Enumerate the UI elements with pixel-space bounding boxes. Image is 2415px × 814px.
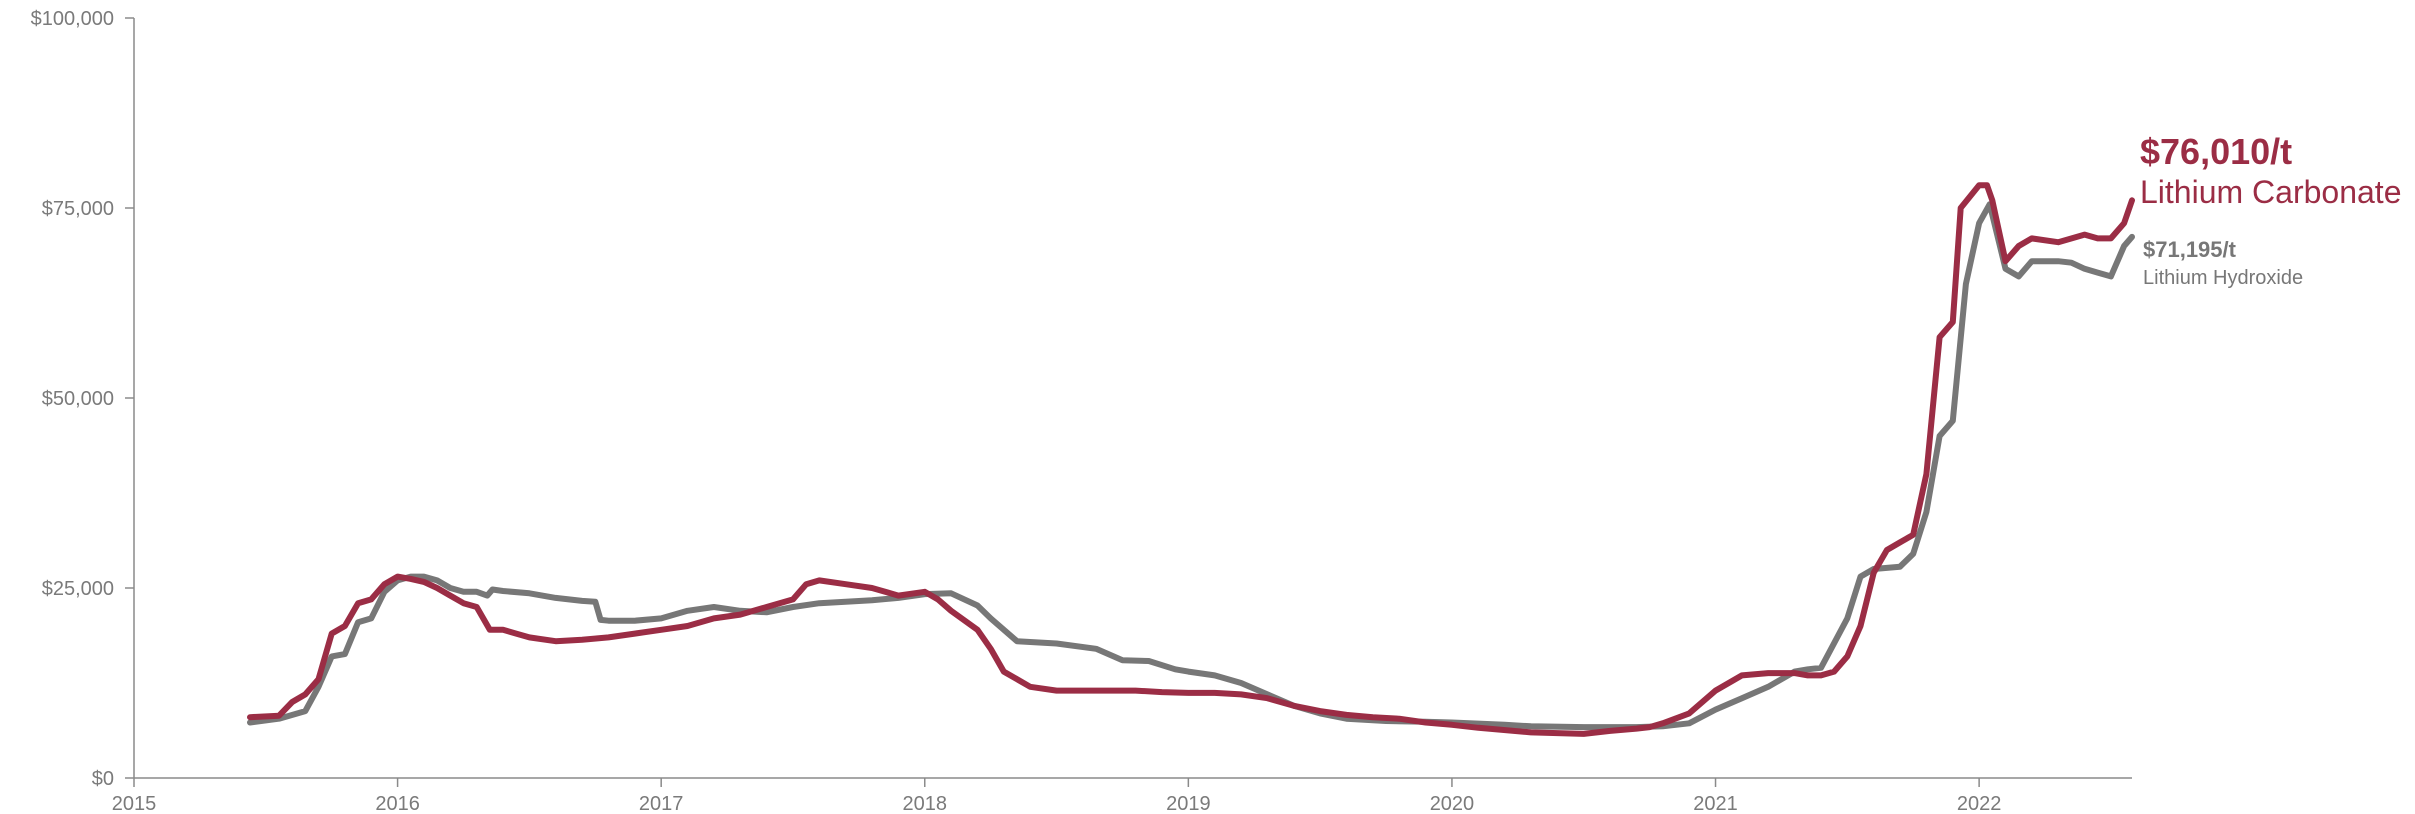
x-axis-ticks: 2015 2016 2017 2018 2019 2020 2021 2022 xyxy=(112,778,2002,814)
series-group xyxy=(247,182,2135,737)
x-tick-label: 2016 xyxy=(375,793,420,814)
x-tick-label: 2017 xyxy=(639,793,684,814)
y-tick-label: $25,000 xyxy=(42,578,114,600)
end-annotations: $76,010/t Lithium Carbonate $71,195/t Li… xyxy=(2140,131,2401,289)
x-tick-label: 2015 xyxy=(112,793,157,814)
carbonate-price-label: $76,010/t xyxy=(2140,131,2292,172)
x-tick-label: 2021 xyxy=(1693,793,1738,814)
hydroxide-price-label: $71,195/t xyxy=(2143,237,2237,262)
series-line-lithium-carbonate xyxy=(247,182,2135,737)
carbonate-series-label: Lithium Carbonate xyxy=(2140,174,2401,210)
x-tick-label: 2020 xyxy=(1430,793,1475,814)
y-tick-label: $100,000 xyxy=(31,8,114,30)
x-tick-label: 2022 xyxy=(1957,793,2002,814)
hydroxide-series-label: Lithium Hydroxide xyxy=(2143,267,2303,289)
y-tick-label: $50,000 xyxy=(42,388,114,410)
x-tick-label: 2018 xyxy=(903,793,948,814)
series-line-lithium-hydroxide xyxy=(247,201,2135,731)
x-tick-label: 2019 xyxy=(1166,793,1211,814)
y-tick-label: $75,000 xyxy=(42,198,114,220)
y-axis-ticks: $0 $25,000 $50,000 $75,000 $100,000 xyxy=(31,8,134,790)
y-tick-label: $0 xyxy=(92,768,114,790)
